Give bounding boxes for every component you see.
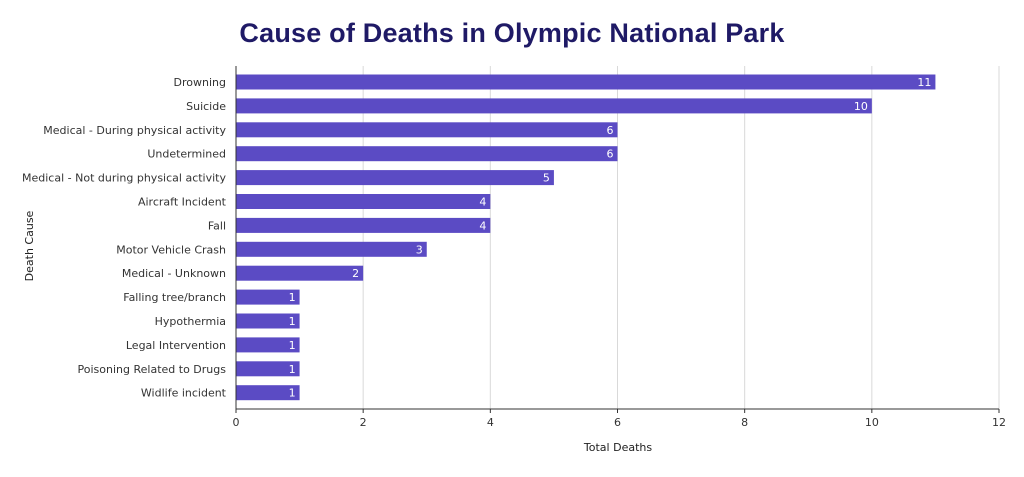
bar-value-label: 3 bbox=[416, 243, 423, 256]
y-category-label: Poisoning Related to Drugs bbox=[78, 363, 227, 376]
bar-value-label: 4 bbox=[479, 196, 486, 209]
bar-value-label: 5 bbox=[543, 172, 550, 185]
bar bbox=[236, 313, 300, 329]
x-tick-label: 2 bbox=[360, 416, 367, 429]
y-category-label: Undetermined bbox=[147, 148, 226, 161]
bar bbox=[236, 265, 364, 281]
bar bbox=[236, 194, 491, 209]
bar-value-label: 6 bbox=[607, 124, 614, 137]
y-category-label: Fall bbox=[208, 219, 226, 232]
bar-value-label: 1 bbox=[289, 339, 296, 352]
y-category-label: Medical - During physical activity bbox=[43, 124, 226, 137]
x-tick-label: 10 bbox=[865, 416, 879, 429]
bar-value-label: 1 bbox=[289, 315, 296, 328]
y-category-label: Drowning bbox=[174, 76, 226, 89]
y-category-label: Medical - Unknown bbox=[122, 267, 226, 280]
y-category-label: Medical - Not during physical activity bbox=[22, 172, 226, 185]
y-category-label: Aircraft Incident bbox=[138, 196, 227, 209]
bar bbox=[236, 146, 618, 162]
chart-title: Cause of Deaths in Olympic National Park bbox=[239, 18, 785, 48]
y-category-label: Motor Vehicle Crash bbox=[116, 243, 226, 256]
bar-value-label: 10 bbox=[854, 100, 868, 113]
bar-value-label: 11 bbox=[917, 76, 931, 89]
x-tick-label: 4 bbox=[487, 416, 494, 429]
bar bbox=[236, 361, 300, 377]
bar bbox=[236, 122, 618, 138]
x-tick-label: 12 bbox=[992, 416, 1006, 429]
bar bbox=[236, 217, 491, 233]
gridlines bbox=[362, 66, 1000, 409]
x-tick-label: 6 bbox=[614, 416, 621, 429]
x-tick-label: 8 bbox=[741, 416, 748, 429]
bar-value-label: 1 bbox=[289, 363, 296, 376]
bar bbox=[236, 337, 300, 353]
x-axis-title: Total Deaths bbox=[583, 441, 652, 454]
bar-value-label: 2 bbox=[352, 267, 359, 280]
x-tick-label: 0 bbox=[233, 416, 240, 429]
bar bbox=[236, 74, 936, 90]
bar-value-label: 1 bbox=[289, 387, 296, 400]
y-category-label: Falling tree/branch bbox=[123, 291, 226, 304]
bar-value-label: 4 bbox=[479, 219, 486, 232]
bar bbox=[236, 289, 300, 305]
y-category-label: Hypothermia bbox=[155, 315, 226, 328]
y-category-label: Legal Intervention bbox=[126, 339, 226, 352]
y-category-label: Suicide bbox=[186, 100, 226, 113]
y-category-label: Widlife incident bbox=[141, 387, 227, 400]
bar bbox=[236, 170, 554, 186]
bar-value-label: 6 bbox=[607, 148, 614, 161]
y-axis-title: Death Cause bbox=[23, 210, 36, 281]
bar bbox=[236, 98, 872, 114]
bar-value-label: 1 bbox=[289, 291, 296, 304]
bar bbox=[236, 385, 300, 401]
bar bbox=[236, 241, 427, 257]
